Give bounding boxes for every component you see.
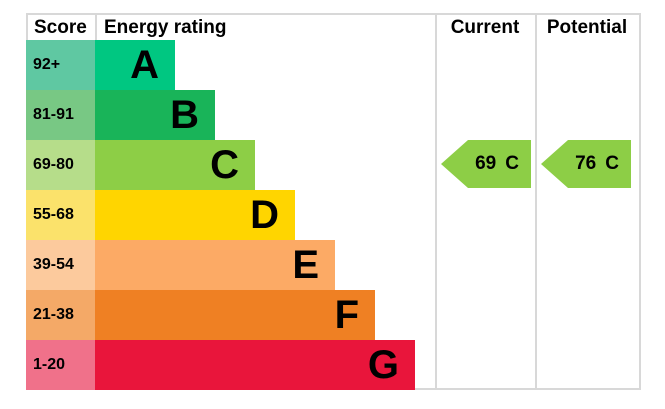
band-row-e: 39-54 E <box>26 240 641 290</box>
band-row-g: 1-20 G <box>26 340 641 390</box>
band-bar-c: C <box>95 140 255 190</box>
band-row-f: 21-38 F <box>26 290 641 340</box>
score-range-e: 39-54 <box>26 240 95 290</box>
current-score-value: 69 <box>475 153 497 174</box>
energy-rating-column-header: Energy rating <box>104 17 227 38</box>
band-rows: 92+ A 81-91 B 69-80 C 55-68 D 39-54 E 21-38 F 1-20 G <box>26 40 641 390</box>
score-range-g: 1-20 <box>26 340 95 390</box>
score-range-a: 92+ <box>26 40 95 90</box>
potential-score-value: 76 <box>575 153 597 174</box>
band-row-d: 55-68 D <box>26 190 641 240</box>
current-potential-divider <box>535 13 537 390</box>
band-bar-e: E <box>95 240 335 290</box>
rating-current-divider <box>435 13 437 390</box>
score-rating-divider <box>95 13 97 40</box>
band-bar-b: B <box>95 90 215 140</box>
band-bar-g: G <box>95 340 415 390</box>
potential-band-letter: C <box>605 153 619 174</box>
band-bar-f: F <box>95 290 375 340</box>
table-right-border <box>639 13 641 390</box>
score-range-d: 55-68 <box>26 190 95 240</box>
band-bar-d: D <box>95 190 295 240</box>
score-range-f: 21-38 <box>26 290 95 340</box>
current-band-letter: C <box>505 153 519 174</box>
band-row-c: 69-80 C <box>26 140 641 190</box>
band-row-b: 81-91 B <box>26 90 641 140</box>
score-column-header: Score <box>34 17 87 38</box>
potential-column-header: Potential <box>546 17 628 38</box>
score-range-b: 81-91 <box>26 90 95 140</box>
table-top-border <box>26 13 641 15</box>
header-left-border <box>26 13 28 40</box>
band-row-a: 92+ A <box>26 40 641 90</box>
epc-table: Score Energy rating Current Potential 92… <box>26 13 641 390</box>
band-bar-a: A <box>95 40 175 90</box>
current-column-header: Current <box>450 17 520 38</box>
score-range-c: 69-80 <box>26 140 95 190</box>
